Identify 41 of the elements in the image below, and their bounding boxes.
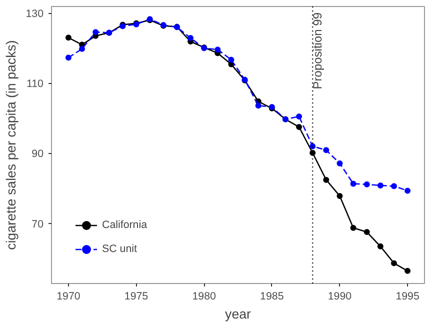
y-tick-label: 130: [26, 8, 44, 20]
x-tick-label: 1985: [260, 290, 284, 302]
point: [390, 183, 397, 190]
point: [323, 176, 330, 183]
point: [214, 46, 221, 53]
point: [65, 54, 72, 61]
y-axis-title: cigarette sales per capita (in packs): [4, 40, 19, 250]
y-tick-label: 90: [32, 148, 44, 160]
x-tick-label: 1990: [328, 290, 352, 302]
x-tick-label: 1975: [124, 290, 148, 302]
point: [228, 56, 234, 63]
x-tick-label: 1995: [396, 290, 420, 302]
point: [377, 182, 384, 188]
point: [188, 35, 194, 42]
point: [364, 229, 370, 236]
point: [296, 113, 302, 120]
point: [65, 34, 72, 41]
legend-label: SC unit: [102, 243, 137, 255]
y-tick-label: 70: [32, 218, 44, 230]
point: [404, 268, 411, 274]
ref-line-label: Proposition 99: [310, 12, 325, 90]
point: [390, 260, 397, 266]
point: [310, 150, 316, 156]
point: [296, 124, 302, 130]
x-tick-label: 1980: [192, 290, 216, 302]
point: [323, 147, 330, 154]
point: [377, 243, 384, 250]
point: [350, 224, 356, 231]
point: [336, 160, 343, 166]
y-tick-label: 110: [26, 78, 44, 90]
point: [79, 46, 86, 52]
legend-label: California: [102, 219, 148, 231]
point: [350, 180, 356, 187]
point: [404, 188, 411, 194]
point: [310, 143, 316, 150]
point: [92, 29, 99, 36]
point: [255, 102, 262, 109]
point: [336, 192, 343, 199]
x-axis-title: year: [225, 306, 252, 322]
x-tick-label: 1970: [56, 290, 80, 302]
point: [364, 181, 370, 188]
